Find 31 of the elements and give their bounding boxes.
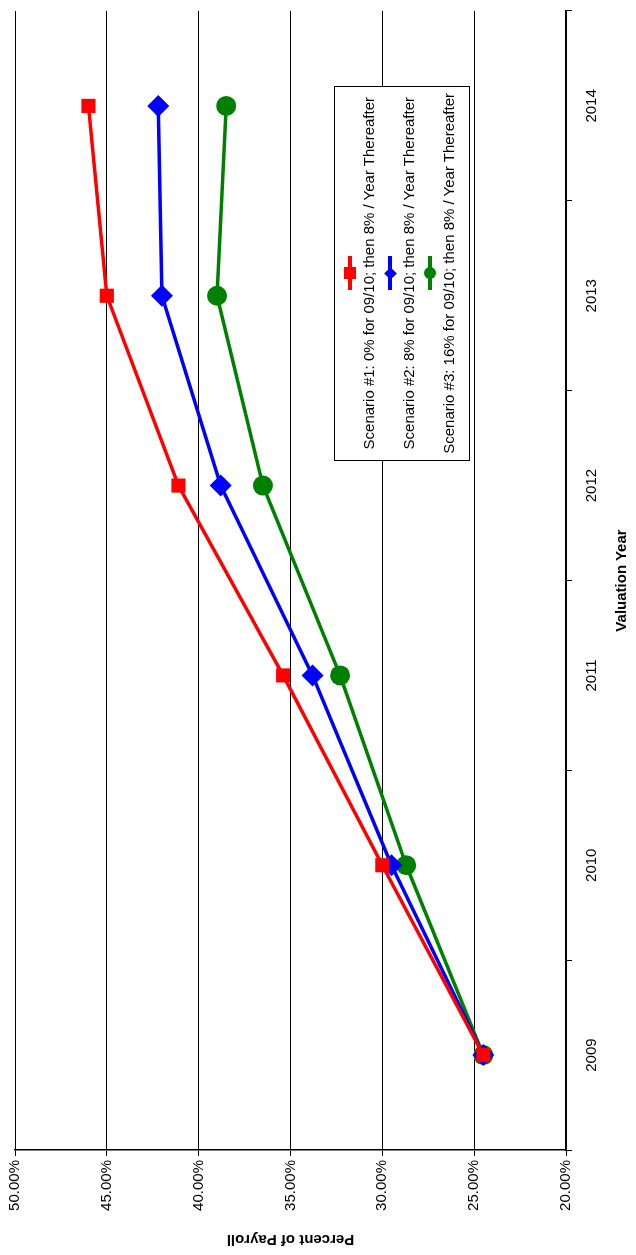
- point: [99, 288, 114, 303]
- y-axis-title: Valuation Year: [612, 529, 630, 632]
- point: [330, 665, 351, 686]
- point: [216, 95, 237, 116]
- legend-label: Scenario #3: 16% for 09/10; then 8% / Year Thereafter: [440, 93, 458, 454]
- point: [301, 664, 324, 687]
- y-tick-label: 2011: [582, 659, 600, 692]
- point: [252, 475, 273, 496]
- point: [375, 858, 390, 873]
- x-tick-label: 20.00%: [556, 1160, 574, 1211]
- point: [81, 98, 96, 113]
- y-tick-label: 2010: [582, 848, 600, 882]
- point: [147, 94, 170, 117]
- point: [276, 668, 291, 683]
- y-tick-label: 2014: [582, 89, 600, 123]
- x-tick-label: 25.00%: [464, 1160, 482, 1211]
- x-tick-label: 35.00%: [280, 1160, 298, 1211]
- point: [171, 478, 186, 493]
- legend-label: Scenario #2: 8% for 09/10; then 8% / Year Thereafter: [400, 97, 418, 450]
- y-tick-label: 2013: [582, 279, 600, 313]
- point: [150, 284, 173, 307]
- point: [209, 474, 232, 497]
- x-tick-label: 40.00%: [188, 1160, 206, 1211]
- x-tick-label: 50.00%: [5, 1160, 23, 1211]
- x-tick-label: 30.00%: [372, 1160, 390, 1211]
- y-tick-label: 2009: [582, 1038, 600, 1072]
- y-tick-label: 2012: [582, 468, 600, 503]
- x-tick-label: 45.00%: [96, 1160, 114, 1211]
- point: [207, 285, 228, 306]
- legend-label: Scenario #1: 0% for 09/10; then 8% / Year Thereafter: [360, 97, 378, 450]
- x-axis-title: Percent of Payroll: [226, 1231, 355, 1249]
